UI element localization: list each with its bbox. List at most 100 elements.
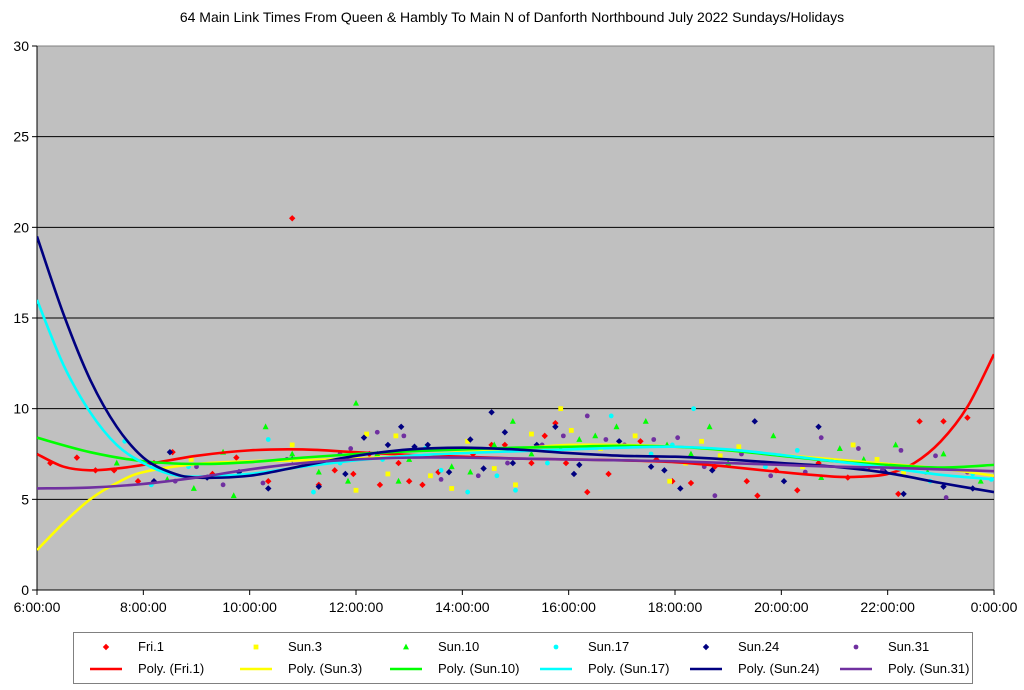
data-point bbox=[552, 419, 559, 427]
x-tick-label: 6:00:00 bbox=[14, 599, 61, 615]
data-point bbox=[712, 493, 718, 499]
legend-marker-swatch bbox=[702, 643, 710, 651]
data-point bbox=[576, 461, 583, 469]
legend-label: Sun.24 bbox=[738, 639, 780, 654]
legend-line-swatch bbox=[840, 667, 872, 671]
legend-label: Poly. (Sun.3) bbox=[288, 661, 363, 676]
data-point bbox=[465, 438, 471, 444]
data-point bbox=[265, 478, 272, 485]
data-point bbox=[501, 429, 509, 436]
data-point bbox=[475, 473, 481, 479]
data-point bbox=[943, 495, 949, 500]
data-point bbox=[605, 470, 612, 478]
data-point bbox=[491, 466, 497, 471]
legend-line-swatch bbox=[690, 667, 722, 671]
data-point bbox=[190, 485, 197, 491]
data-point bbox=[395, 477, 402, 484]
legend-marker bbox=[253, 644, 259, 650]
data-point bbox=[940, 418, 947, 425]
data-point bbox=[364, 431, 370, 437]
legend-marker-swatch bbox=[102, 643, 110, 651]
data-point bbox=[449, 486, 455, 491]
data-point bbox=[395, 459, 402, 467]
data-point bbox=[608, 413, 614, 419]
data-point bbox=[529, 431, 534, 437]
data-point bbox=[677, 485, 684, 492]
data-point bbox=[794, 447, 800, 453]
data-point bbox=[360, 434, 368, 441]
legend-label: Poly. (Sun.31) bbox=[888, 661, 970, 676]
legend-label: Fri.1 bbox=[138, 639, 164, 654]
legend-marker-swatch bbox=[853, 644, 859, 650]
data-point bbox=[134, 478, 142, 485]
data-point bbox=[376, 481, 384, 489]
data-point bbox=[818, 435, 824, 441]
data-point bbox=[768, 473, 774, 479]
data-point bbox=[770, 432, 777, 439]
data-point bbox=[194, 464, 199, 470]
data-point bbox=[428, 473, 433, 479]
data-point bbox=[743, 478, 750, 485]
data-point bbox=[706, 423, 713, 430]
data-point bbox=[445, 468, 453, 476]
legend-marker-swatch bbox=[253, 644, 259, 650]
data-point bbox=[562, 459, 570, 467]
trendline-poly-sun-17 bbox=[37, 299, 994, 481]
legend-marker bbox=[853, 644, 859, 650]
x-tick-label: 18:00:00 bbox=[648, 599, 703, 615]
data-point bbox=[315, 483, 322, 490]
data-point bbox=[687, 479, 695, 487]
x-tick-label: 8:00:00 bbox=[120, 599, 167, 615]
data-point bbox=[385, 471, 391, 477]
y-tick-label: 30 bbox=[13, 38, 29, 54]
data-point bbox=[401, 433, 407, 439]
data-point bbox=[933, 453, 938, 459]
data-point bbox=[603, 437, 609, 442]
data-point bbox=[898, 447, 904, 453]
x-tick-label: 10:00:00 bbox=[222, 599, 277, 615]
data-point bbox=[353, 399, 359, 406]
data-point bbox=[647, 463, 655, 470]
data-point bbox=[860, 456, 867, 462]
y-tick-label: 20 bbox=[13, 219, 29, 235]
data-point bbox=[233, 454, 240, 461]
data-point bbox=[632, 433, 638, 439]
data-point bbox=[113, 459, 120, 466]
data-point bbox=[467, 468, 474, 475]
legend-marker bbox=[102, 643, 110, 651]
data-point bbox=[505, 460, 510, 466]
data-point bbox=[166, 448, 174, 456]
data-point bbox=[642, 417, 649, 424]
data-point bbox=[856, 446, 861, 451]
data-point bbox=[541, 432, 548, 440]
data-point bbox=[311, 489, 316, 495]
data-point bbox=[419, 481, 426, 489]
data-point bbox=[754, 492, 761, 499]
data-point bbox=[815, 423, 822, 430]
data-point bbox=[667, 478, 673, 484]
legend-label: Sun.10 bbox=[438, 639, 480, 654]
data-point bbox=[480, 465, 487, 472]
chart-title: 64 Main Link Times From Queen & Hambly T… bbox=[179, 9, 845, 25]
data-point bbox=[424, 441, 431, 449]
data-point bbox=[560, 433, 566, 439]
data-point bbox=[558, 406, 564, 412]
legend-marker-swatch bbox=[403, 643, 409, 650]
legend-label: Poly. (Fri.1) bbox=[138, 661, 205, 676]
data-point bbox=[940, 450, 947, 457]
data-point bbox=[964, 414, 971, 421]
data-point bbox=[465, 489, 471, 495]
legend-label: Poly. (Sun.10) bbox=[438, 661, 520, 676]
x-tick-label: 0:00:00 bbox=[971, 599, 1018, 615]
data-point bbox=[331, 467, 338, 474]
data-point bbox=[552, 423, 559, 430]
data-point bbox=[699, 438, 704, 444]
data-point bbox=[509, 417, 516, 424]
data-point bbox=[613, 423, 620, 430]
data-point bbox=[188, 457, 194, 462]
data-point bbox=[513, 487, 518, 493]
data-point bbox=[545, 460, 550, 466]
data-point bbox=[874, 457, 880, 462]
chart-legend: Fri.1 Sun.3 Sun.10 Sun.17 Sun.24 Sun.31 Poly. … bbox=[73, 632, 973, 684]
y-tick-label: 10 bbox=[13, 401, 29, 417]
